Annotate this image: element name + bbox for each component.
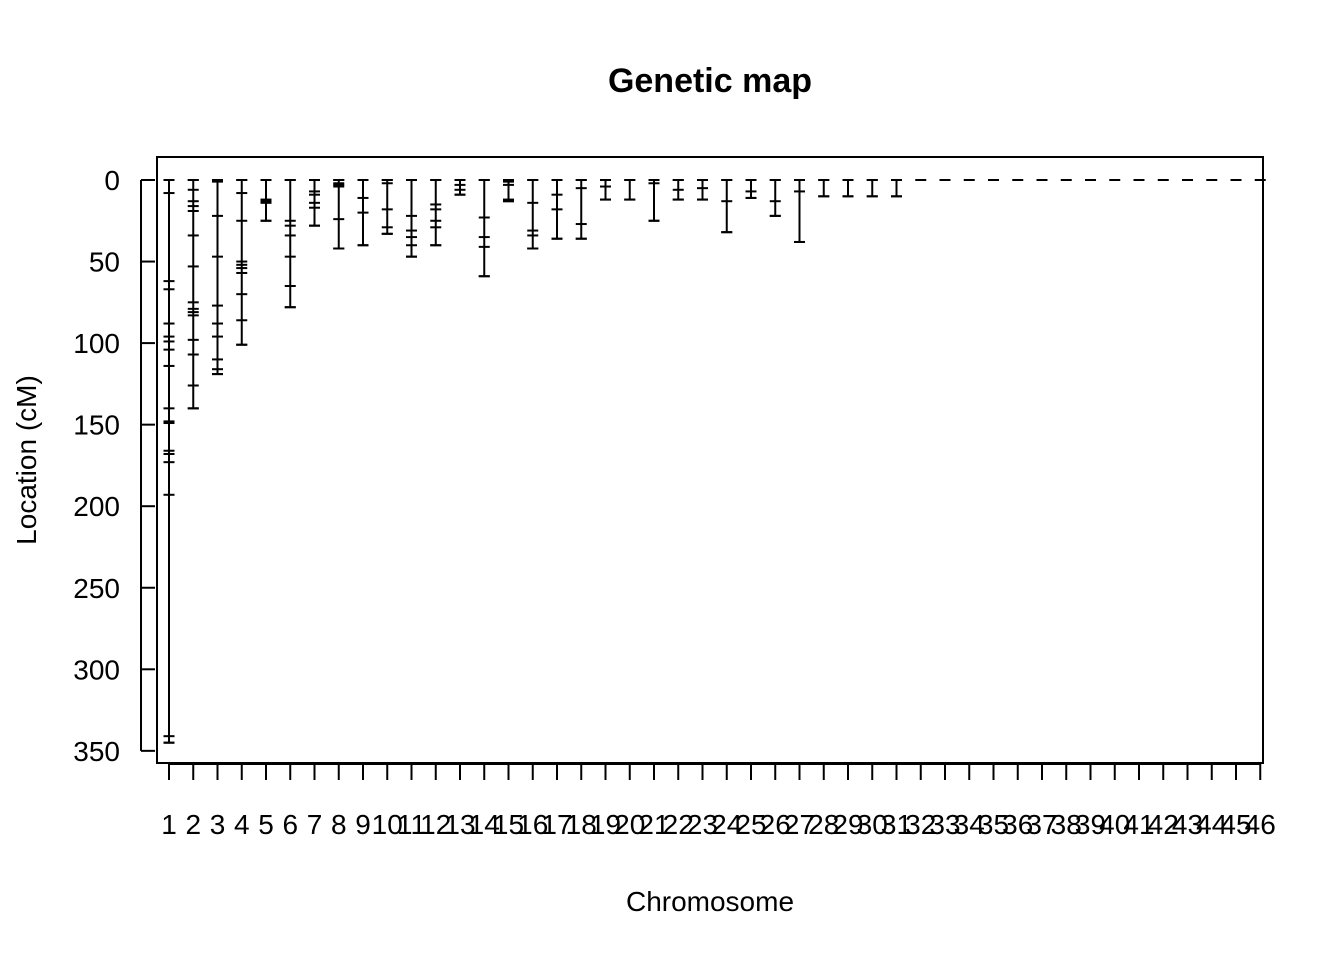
y-axis-label: Location (cM) [11, 375, 42, 545]
x-tick-label: 32 [905, 809, 936, 840]
x-tick-label: 29 [832, 809, 863, 840]
x-tick-label: 21 [638, 809, 669, 840]
y-tick-label: 150 [73, 410, 120, 441]
y-tick-label: 0 [104, 165, 120, 196]
chromosome-17 [551, 179, 563, 240]
x-tick-label: 26 [760, 809, 791, 840]
chromosome-4 [236, 179, 248, 346]
x-tick-label: 24 [711, 809, 742, 840]
x-tick-label: 4 [234, 809, 250, 840]
x-tick-label: 30 [857, 809, 888, 840]
chromosome-23 [697, 179, 708, 201]
chromosome-19 [600, 179, 611, 201]
x-tick-label: 28 [808, 809, 839, 840]
chromosome-14 [478, 179, 490, 278]
x-tick-label: 42 [1148, 809, 1179, 840]
chromosome-1 [163, 179, 175, 744]
x-tick-label: 11 [397, 809, 426, 840]
x-tick-label: 10 [372, 809, 403, 840]
x-tick-label: 25 [735, 809, 766, 840]
plot-frame [156, 156, 1264, 764]
chromosome-27 [794, 179, 805, 243]
x-tick-label: 18 [566, 809, 597, 840]
x-tick-label: 14 [469, 809, 500, 840]
chromosome-16 [527, 179, 539, 250]
chromosome-24 [721, 179, 733, 234]
x-tick-label: 17 [541, 809, 572, 840]
chromosome-11 [406, 179, 417, 258]
x-axis-label: Chromosome [626, 886, 794, 917]
chromosome-22 [672, 179, 684, 201]
x-tick-label: 22 [663, 809, 694, 840]
chromosome-10 [381, 179, 393, 235]
chromosome-12 [430, 179, 442, 247]
chromosome-18 [575, 179, 587, 240]
x-tick-label: 6 [282, 809, 298, 840]
chromosome-20 [624, 179, 636, 201]
y-tick-label: 300 [73, 654, 120, 685]
x-tick-label: 2 [185, 809, 201, 840]
x-tick-label: 33 [929, 809, 960, 840]
x-tick-label: 9 [355, 809, 371, 840]
chart-title: Genetic map [608, 62, 812, 100]
chromosome-5 [260, 179, 272, 222]
x-tick-label: 39 [1075, 809, 1106, 840]
chromosome-15 [503, 179, 514, 203]
x-tick-label: 31 [881, 809, 912, 840]
chromosome-13 [454, 179, 466, 196]
chromosome-21 [648, 179, 660, 222]
x-tick-label: 41 [1123, 809, 1154, 840]
chromosome-8 [333, 179, 345, 250]
chromosome-2 [187, 179, 199, 410]
x-tick-label: 15 [493, 809, 524, 840]
y-tick-label: 200 [73, 491, 120, 522]
x-tick-label: 20 [614, 809, 645, 840]
y-tick-label: 50 [89, 247, 120, 278]
chromosome-31 [891, 179, 902, 198]
x-tick-label: 38 [1051, 809, 1082, 840]
x-tick-label: 5 [258, 809, 274, 840]
y-tick-label: 100 [73, 328, 120, 359]
chromosome-30 [866, 179, 878, 198]
x-tick-label: 40 [1099, 809, 1130, 840]
x-tick-label: 19 [590, 809, 621, 840]
chromosome-6 [284, 179, 296, 309]
chromosome-29 [842, 179, 854, 198]
x-tick-label: 36 [1002, 809, 1033, 840]
x-axis: 1 2 3 4 5 6 7 8 9 1011121314151617181920212223242… [161, 763, 1276, 840]
x-tick-label: 8 [331, 809, 347, 840]
x-tick-label: 3 [210, 809, 226, 840]
x-tick-label: 1 [161, 809, 177, 840]
chromosome-9 [357, 179, 369, 247]
x-tick-label: 37 [1026, 809, 1057, 840]
x-tick-label: 35 [978, 809, 1009, 840]
chromosome-marks [163, 179, 1266, 744]
chromosome-28 [818, 179, 830, 198]
x-tick-label: 27 [784, 809, 815, 840]
y-tick-label: 250 [73, 573, 120, 604]
chromosome-3 [212, 179, 223, 376]
y-axis: 0 50 100 150 200 250 300 350 [73, 165, 155, 767]
chromosome-25 [745, 179, 757, 199]
chromosome-26 [769, 179, 781, 217]
x-tick-label: 7 [307, 809, 323, 840]
x-tick-label: 34 [954, 809, 985, 840]
x-tick-label: 45 [1220, 809, 1251, 840]
x-tick-label: 23 [687, 809, 718, 840]
x-tick-label: 43 [1172, 809, 1203, 840]
x-tick-label: 44 [1196, 809, 1227, 840]
x-tick-label: 46 [1245, 809, 1276, 840]
x-tick-label: 13 [444, 809, 475, 840]
chromosome-7 [309, 179, 320, 227]
x-tick-label: 12 [420, 809, 451, 840]
x-tick-label: 16 [517, 809, 548, 840]
y-tick-label: 350 [73, 736, 120, 767]
